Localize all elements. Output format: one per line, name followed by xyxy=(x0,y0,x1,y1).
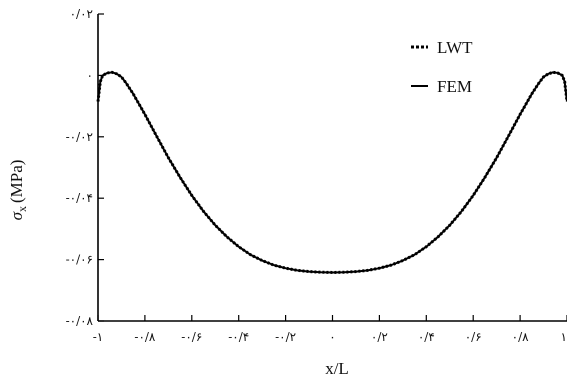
x-tick-label: ۰/۴ xyxy=(418,330,435,344)
axes xyxy=(97,14,567,322)
series-line-lwt xyxy=(96,70,567,274)
y-tick-label: ۰/۰۲ xyxy=(70,7,93,21)
y-tick-label: -۰/۰۲ xyxy=(66,130,93,144)
legend-label-fem: FEM xyxy=(437,77,472,96)
y-axis-unit: (MPa) xyxy=(7,160,26,203)
x-tick-label: ۱ xyxy=(561,330,567,344)
x-tick-label: ۰ xyxy=(329,330,335,344)
x-tick-label: -۰/۴ xyxy=(228,330,249,344)
legend: LWT FEM xyxy=(411,38,473,96)
series-line-fem xyxy=(97,71,567,274)
x-tick-label: -۰/۸ xyxy=(134,330,156,344)
y-tick-label: -۰/۰۶ xyxy=(66,253,93,267)
y-tick-label: ۰ xyxy=(87,68,93,82)
x-tick-label: ۰/۶ xyxy=(465,330,482,344)
y-axis-label: σx (MPa) xyxy=(7,160,29,221)
y-axis-subscript: x xyxy=(15,206,29,212)
x-tick-label: ۰/۸ xyxy=(512,330,529,344)
y-tick-label: -۰/۰۸ xyxy=(66,314,94,328)
x-tick-label: -۱ xyxy=(93,330,104,344)
x-axis-label: x/L xyxy=(325,359,349,378)
x-tick-group: -۱ -۰/۸ -۰/۶ -۰/۴ -۰/۲ ۰ ۰/۲ ۰/۴ ۰/۶ ۰/۸ ۱ xyxy=(93,315,567,344)
x-tick-label: -۰/۶ xyxy=(181,330,202,344)
y-tick-label: -۰/۰۴ xyxy=(66,191,93,205)
y-axis-symbol: σ xyxy=(7,211,26,220)
y-tick-group: ۰/۰۲ ۰ -۰/۰۲ -۰/۰۴ -۰/۰۶ -۰/۰۸ xyxy=(66,7,104,328)
series-layer xyxy=(96,70,567,274)
x-tick-label: -۰/۲ xyxy=(275,330,296,344)
x-tick-label: ۰/۲ xyxy=(371,330,388,344)
legend-label-lwt: LWT xyxy=(437,38,473,57)
